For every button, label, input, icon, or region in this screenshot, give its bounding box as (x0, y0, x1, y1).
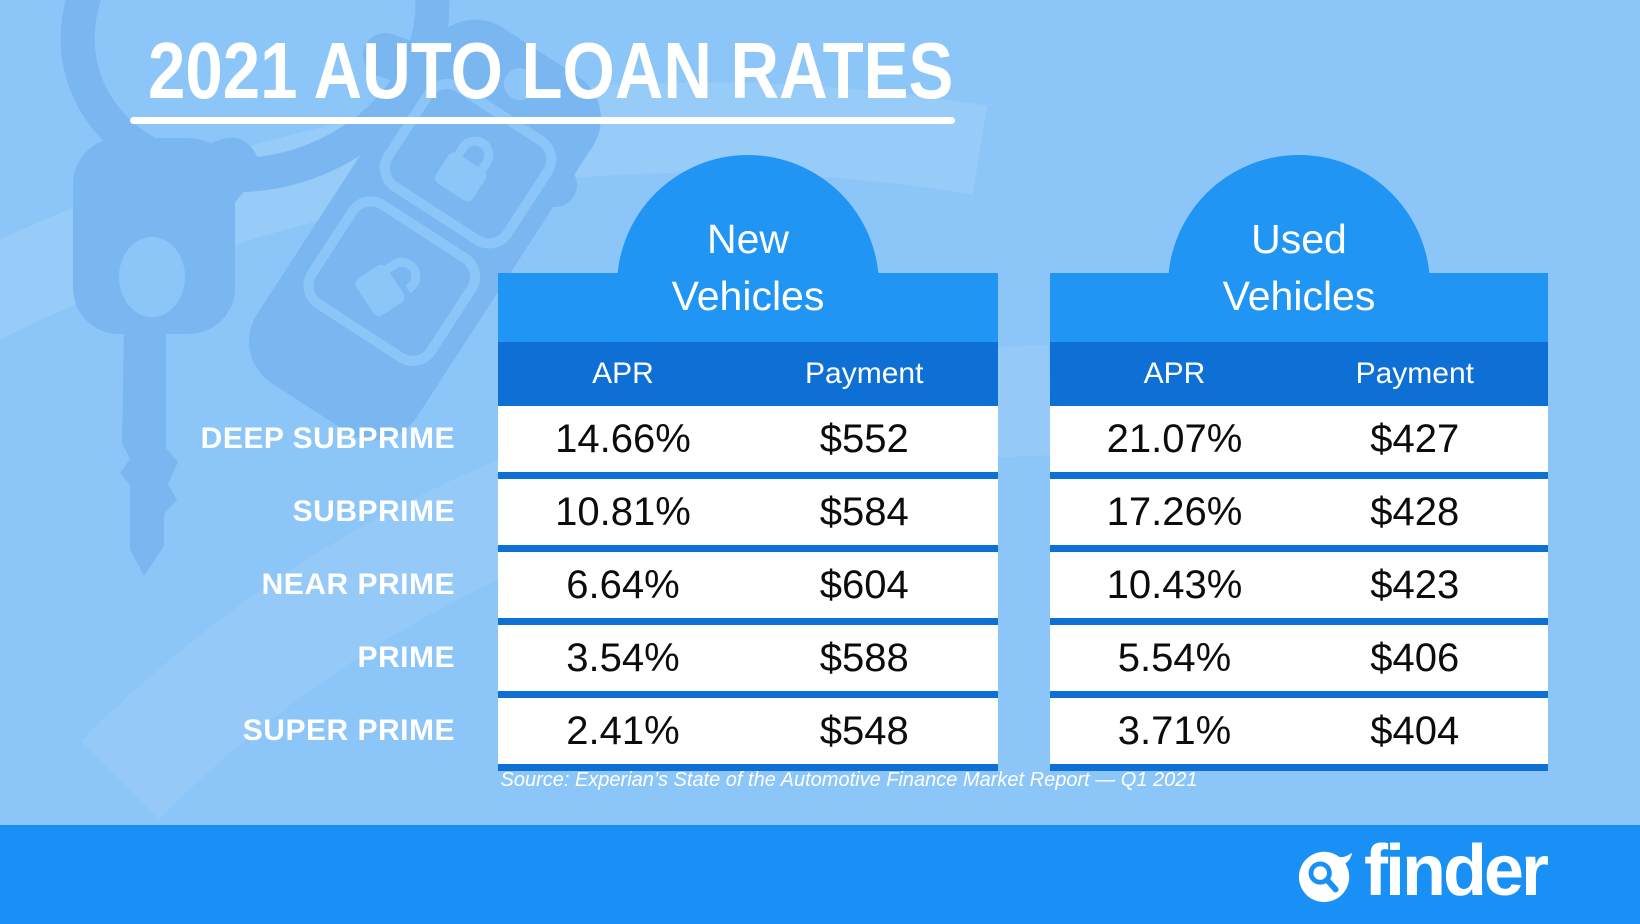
used-subprime-payment: $428 (1370, 489, 1460, 534)
table-row: 6.64% $604 (498, 552, 998, 625)
used-near-prime-apr: 10.43% (1106, 562, 1243, 607)
used-super-prime-payment: $404 (1370, 708, 1460, 753)
used-deep-subprime-payment: $427 (1370, 416, 1460, 461)
used-vehicles-rows: 21.07% $427 17.26% $428 10.43% $423 5.54… (1050, 406, 1548, 771)
finder-wordmark: finder (1363, 830, 1549, 911)
table-row: 14.66% $552 (498, 406, 998, 479)
padlock-icon (435, 136, 494, 202)
new-deep-subprime-apr: 14.66% (555, 416, 691, 461)
new-super-prime-apr: 2.41% (566, 708, 680, 753)
used-subprime-apr: 17.26% (1106, 489, 1243, 534)
row-label-deep-subprime: DEEP SUBPRIME (200, 422, 455, 455)
used-vehicles-title-line1: Used (1251, 216, 1347, 262)
new-prime-apr: 3.54% (566, 635, 680, 680)
table-row: 21.07% $427 (1050, 406, 1548, 479)
new-vehicles-header-band: New Vehicles (498, 216, 998, 342)
new-subprime-payment: $584 (819, 489, 909, 534)
padlock-open-icon (355, 257, 421, 317)
source-note: Source: Experian’s State of the Automoti… (500, 769, 1198, 791)
new-payment-column-header: Payment (805, 357, 924, 390)
new-subprime-apr: 10.81% (555, 489, 691, 534)
used-near-prime-payment: $423 (1370, 562, 1460, 607)
credit-tier-labels: DEEP SUBPRIME SUBPRIME NEAR PRIME PRIME … (0, 406, 455, 771)
new-vehicles-title-line2: Vehicles (671, 273, 825, 319)
used-vehicles-table: Used Vehicles APR Payment 21.07% $427 17… (1050, 155, 1548, 771)
row-label-near-prime: NEAR PRIME (261, 568, 455, 601)
row-label-prime: PRIME (357, 641, 455, 674)
new-vehicles-title-line1: New (706, 216, 790, 262)
new-vehicles-table: New Vehicles APR Payment 14.66% $552 10.… (498, 155, 998, 771)
used-vehicles-column-headers: APR Payment (1050, 342, 1548, 406)
new-vehicles-title: New Vehicles (498, 211, 998, 325)
used-prime-apr: 5.54% (1117, 635, 1232, 680)
used-payment-column-header: Payment (1355, 357, 1474, 390)
used-deep-subprime-apr: 21.07% (1106, 416, 1243, 461)
used-vehicles-header-band: Used Vehicles (1050, 216, 1548, 342)
row-label-subprime: SUBPRIME (292, 495, 455, 528)
used-super-prime-apr: 3.71% (1117, 708, 1232, 753)
table-row: 10.43% $423 (1050, 552, 1548, 625)
new-deep-subprime-payment: $552 (819, 416, 909, 461)
table-row: 3.71% $404 (1050, 698, 1548, 771)
finder-logo: finder (1297, 835, 1549, 911)
used-vehicles-title-line2: Vehicles (1222, 273, 1376, 319)
finder-magnifier-icon (1298, 851, 1353, 902)
row-label-super-prime: SUPER PRIME (242, 714, 455, 747)
new-vehicles-rows: 14.66% $552 10.81% $584 6.64% $604 3.54%… (498, 406, 998, 771)
new-apr-column-header: APR (592, 357, 654, 390)
header: 2021 AUTO LOAN RATES (130, 26, 1107, 124)
keyring-icon (60, 0, 450, 193)
page-title: 2021 AUTO LOAN RATES (148, 26, 954, 115)
car-key-icon (73, 137, 262, 576)
new-prime-payment: $588 (819, 635, 909, 680)
table-row: 3.54% $588 (498, 625, 998, 698)
new-vehicles-column-headers: APR Payment (498, 342, 998, 406)
footer-bar: finder (0, 825, 1640, 924)
table-row: 10.81% $584 (498, 479, 998, 552)
title-underline (130, 117, 955, 124)
new-near-prime-apr: 6.64% (566, 562, 680, 607)
key-fob-icon (249, 19, 601, 441)
table-row: 2.41% $548 (498, 698, 998, 771)
used-vehicles-title: Used Vehicles (1050, 211, 1548, 325)
new-near-prime-payment: $604 (819, 562, 909, 607)
used-prime-payment: $406 (1370, 635, 1460, 680)
new-super-prime-payment: $548 (819, 708, 909, 753)
table-row: 17.26% $428 (1050, 479, 1548, 552)
table-row: 5.54% $406 (1050, 625, 1548, 698)
used-apr-column-header: APR (1143, 357, 1206, 390)
